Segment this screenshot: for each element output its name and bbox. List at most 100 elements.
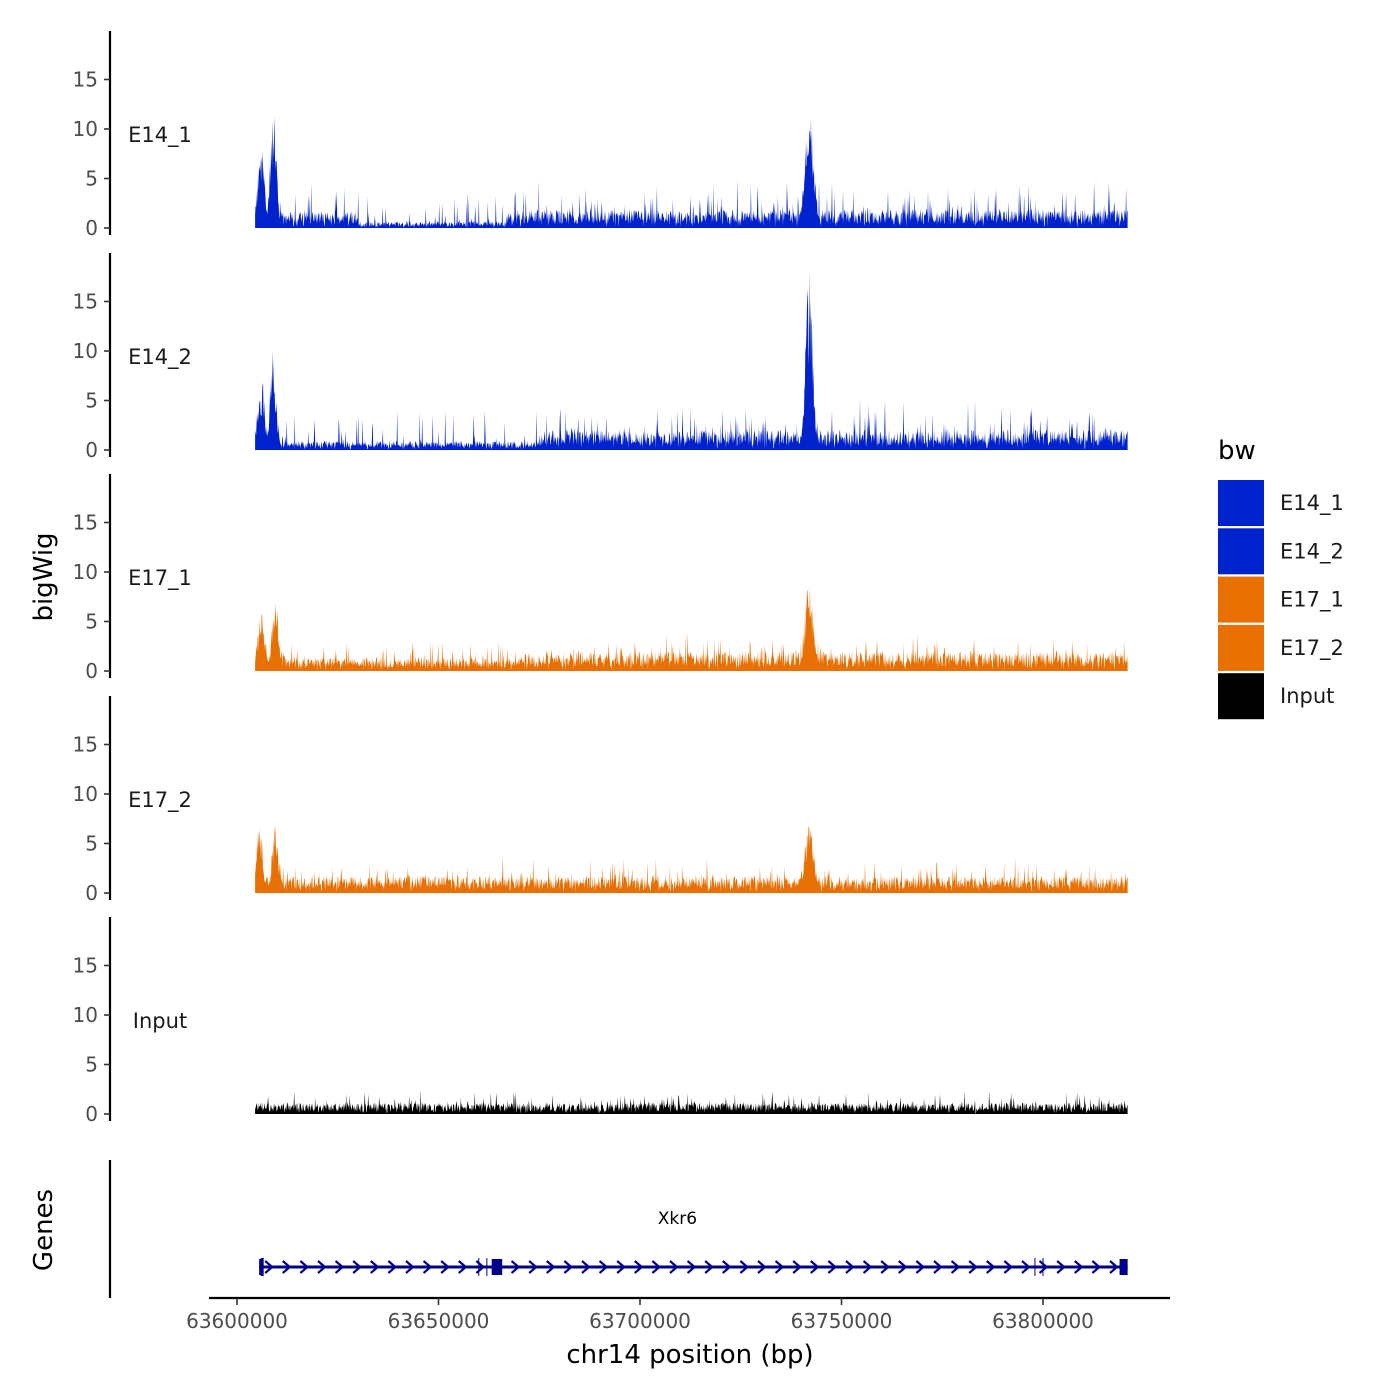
y-tick-label: 10 [73,1003,98,1027]
strand-arrow [1109,1260,1119,1274]
legend-label: E17_1 [1280,588,1344,613]
y-tick-label: 5 [85,389,98,413]
strand-arrow [528,1260,538,1274]
strand-arrow [299,1260,310,1274]
signal-area-E17_1 [255,587,1128,671]
legend-title: bw [1218,436,1256,466]
legend-swatch-E14_1 [1218,480,1264,526]
track-label: E17_2 [128,788,192,813]
y-tick-label: 15 [73,68,98,92]
strand-arrow [651,1260,662,1274]
y-tick-label: 5 [85,832,98,856]
x-tick-label: 63800000 [992,1309,1094,1333]
strand-arrow [880,1260,890,1274]
strand-arrow [722,1260,732,1274]
strand-arrow [1021,1260,1031,1274]
legend-label: E14_2 [1280,539,1344,564]
strand-arrow [370,1260,380,1274]
strand-arrow [317,1260,327,1274]
signal-area-Input [255,1089,1128,1114]
strand-arrow [458,1260,468,1274]
signal-area-E14_1 [255,116,1128,228]
strand-arrow [440,1260,450,1274]
strand-arrow [510,1260,521,1274]
track-Input: 0 5 10 15 Input [73,917,1128,1126]
strand-arrow [898,1260,908,1274]
y-tick-label: 5 [85,1053,98,1077]
strand-arrow [933,1260,943,1274]
exon [1119,1259,1128,1275]
strand-arrow [862,1260,873,1274]
x-tick-label: 63700000 [589,1309,691,1333]
track-label: Input [133,1009,187,1033]
signal-area-E14_2 [255,271,1128,450]
strand-arrow [1074,1260,1084,1274]
strand-arrow [686,1260,697,1274]
strand-arrow [282,1260,292,1274]
x-tick-label: 63750000 [791,1309,893,1333]
gene-axis-title: Genes [29,1189,59,1271]
bigwig-tracks: 0 5 10 15 E14_1 0 5 10 15 E14_2 0 5 10 15 E17_1 0 5 10 15 E… [73,31,1128,1126]
y-tick-label: 5 [85,610,98,634]
y-tick-label: 0 [85,659,98,683]
strand-arrow [968,1260,978,1274]
strand-arrow [827,1260,838,1274]
y-tick-label: 15 [73,954,98,978]
y-tick-label: 0 [85,1102,98,1126]
track-E17_2: 0 5 10 15 E17_2 [73,696,1128,905]
x-tick-label: 63650000 [388,1309,490,1333]
x-axis: 63600000 63650000 63700000 63750000 63800000 [186,1296,1170,1333]
legend-swatch-E14_2 [1218,528,1264,575]
signal-area-E17_2 [255,825,1128,893]
strand-arrow [792,1260,802,1274]
y-tick-label: 0 [85,881,98,905]
strand-arrow [915,1260,926,1274]
strand-arrow [563,1260,574,1274]
strand-arrow [422,1260,433,1274]
strand-arrow [950,1260,961,1274]
strand-arrow [334,1260,345,1274]
strand-arrow [739,1260,750,1274]
y-tick-label: 10 [73,782,98,806]
legend-swatch-E17_1 [1218,576,1264,623]
strand-arrow [598,1260,609,1274]
strand-arrow [546,1260,556,1274]
x-tick-label: 63600000 [186,1309,288,1333]
strand-arrow [774,1260,785,1274]
strand-arrow [1038,1260,1049,1274]
y-axis-title: bigWig [29,532,59,621]
strand-arrow [986,1260,996,1274]
track-label: E14_1 [128,123,192,148]
y-tick-label: 15 [73,290,98,314]
gene-name-label: Xkr6 [658,1209,697,1229]
strand-arrow [1056,1260,1066,1274]
strand-arrow [669,1260,679,1274]
exon [491,1259,503,1275]
track-label: E17_1 [128,566,192,591]
y-tick-label: 0 [85,216,98,240]
strand-arrow [405,1260,415,1274]
legend-swatch-E17_2 [1218,624,1264,671]
y-tick-label: 15 [73,511,98,535]
y-tick-label: 10 [73,117,98,141]
strand-arrow [845,1260,855,1274]
track-E14_2: 0 5 10 15 E14_2 [73,253,1128,462]
y-tick-label: 0 [85,438,98,462]
strand-arrow [352,1260,362,1274]
strand-arrow [264,1260,274,1274]
strand-arrow [1003,1260,1014,1274]
strand-arrow [387,1260,398,1274]
legend: bw E14_1 E14_2 E17_1 E17_2 Input [1218,436,1344,720]
x-axis-title: chr14 position (bp) [566,1340,813,1370]
track-E14_1: 0 5 10 15 E14_1 [73,31,1128,240]
y-tick-label: 10 [73,339,98,363]
legend-swatch-Input [1218,673,1264,720]
strand-arrow [704,1260,714,1274]
strand-arrow [616,1260,626,1274]
track-E17_1: 0 5 10 15 E17_1 [73,474,1128,683]
strand-arrow [581,1260,591,1274]
legend-label: Input [1280,684,1334,708]
strand-arrow [757,1260,767,1274]
y-tick-label: 15 [73,733,98,757]
